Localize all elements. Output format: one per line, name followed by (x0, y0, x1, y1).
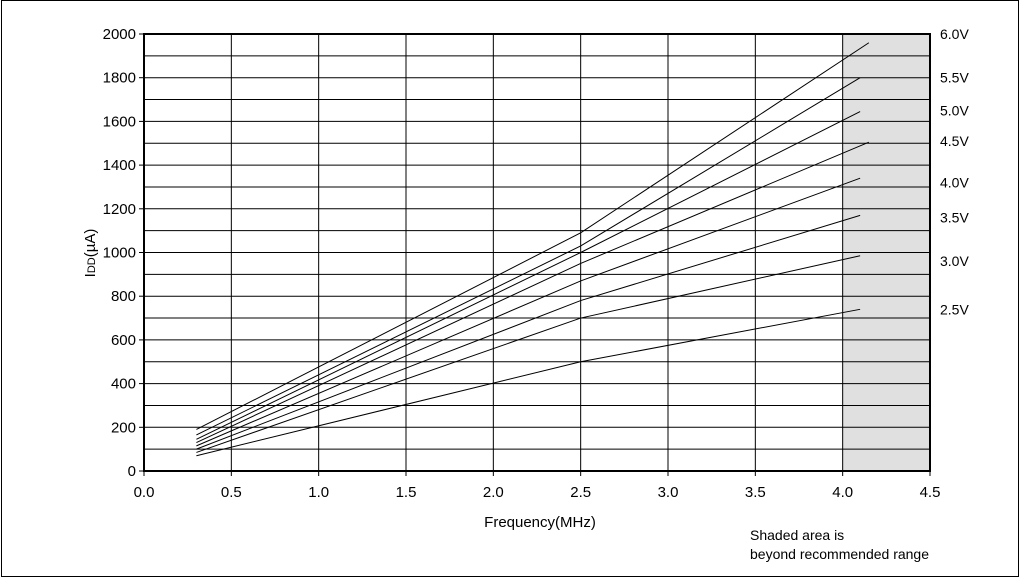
series-label-6-0v: 6.0V (940, 26, 969, 42)
shaded-note-line-2: beyond recommended range (750, 546, 929, 562)
x-tick-label: 4.5 (920, 484, 941, 501)
x-tick-label: 2.0 (483, 484, 504, 501)
y-axis-label-unit: (µA) (82, 229, 99, 258)
series-line-5-5v (196, 77, 861, 436)
y-axis-label: IDD(µA) (82, 229, 99, 278)
series-label-5-5v: 5.5V (940, 70, 969, 86)
series-label-5-0v: 5.0V (940, 102, 969, 118)
y-tick-label: 200 (111, 419, 136, 436)
series-line-4-5v (196, 141, 870, 444)
series-label-4-0v: 4.0V (940, 175, 969, 191)
x-tick-label: 1.5 (396, 484, 417, 501)
series-label-4-5v: 4.5V (940, 133, 969, 149)
x-tick-label: 1.0 (308, 484, 329, 501)
x-tick-label: 4.0 (832, 484, 853, 501)
y-tick-label: 800 (111, 288, 136, 305)
series-line-2-5v (196, 308, 861, 457)
x-tick-label: 2.5 (570, 484, 591, 501)
series-line-5-0v (196, 111, 861, 440)
x-axis-label: Frequency(MHz) (484, 514, 596, 531)
y-tick-label: 0 (128, 463, 136, 480)
y-axis-label-subscript: DD (86, 257, 98, 273)
x-tick-label: 0.5 (221, 484, 242, 501)
y-tick-label: 2000 (103, 26, 136, 43)
series-label-3-0v: 3.0V (940, 253, 969, 269)
y-tick-label: 400 (111, 376, 136, 393)
y-tick-label: 1400 (103, 157, 136, 174)
x-tick-label: 3.0 (658, 484, 679, 501)
y-tick-label: 1000 (103, 245, 136, 262)
series-line-6-0v (196, 42, 870, 430)
x-tick-label: 3.5 (745, 484, 766, 501)
y-tick-label: 1800 (103, 70, 136, 87)
x-tick-label: 0.0 (134, 484, 155, 501)
series-line-4-0v (196, 177, 861, 447)
y-tick-label: 1600 (103, 113, 136, 130)
y-axis-label-main: I (82, 273, 99, 277)
series-label-2-5v: 2.5V (940, 301, 969, 317)
shaded-note-line-1: Shaded area is (750, 527, 844, 543)
series-line-3-5v (196, 214, 861, 450)
y-tick-label: 600 (111, 332, 136, 349)
series-label-3-5v: 3.5V (940, 210, 969, 226)
series-line-3-0v (196, 255, 861, 453)
y-tick-label: 1200 (103, 201, 136, 218)
